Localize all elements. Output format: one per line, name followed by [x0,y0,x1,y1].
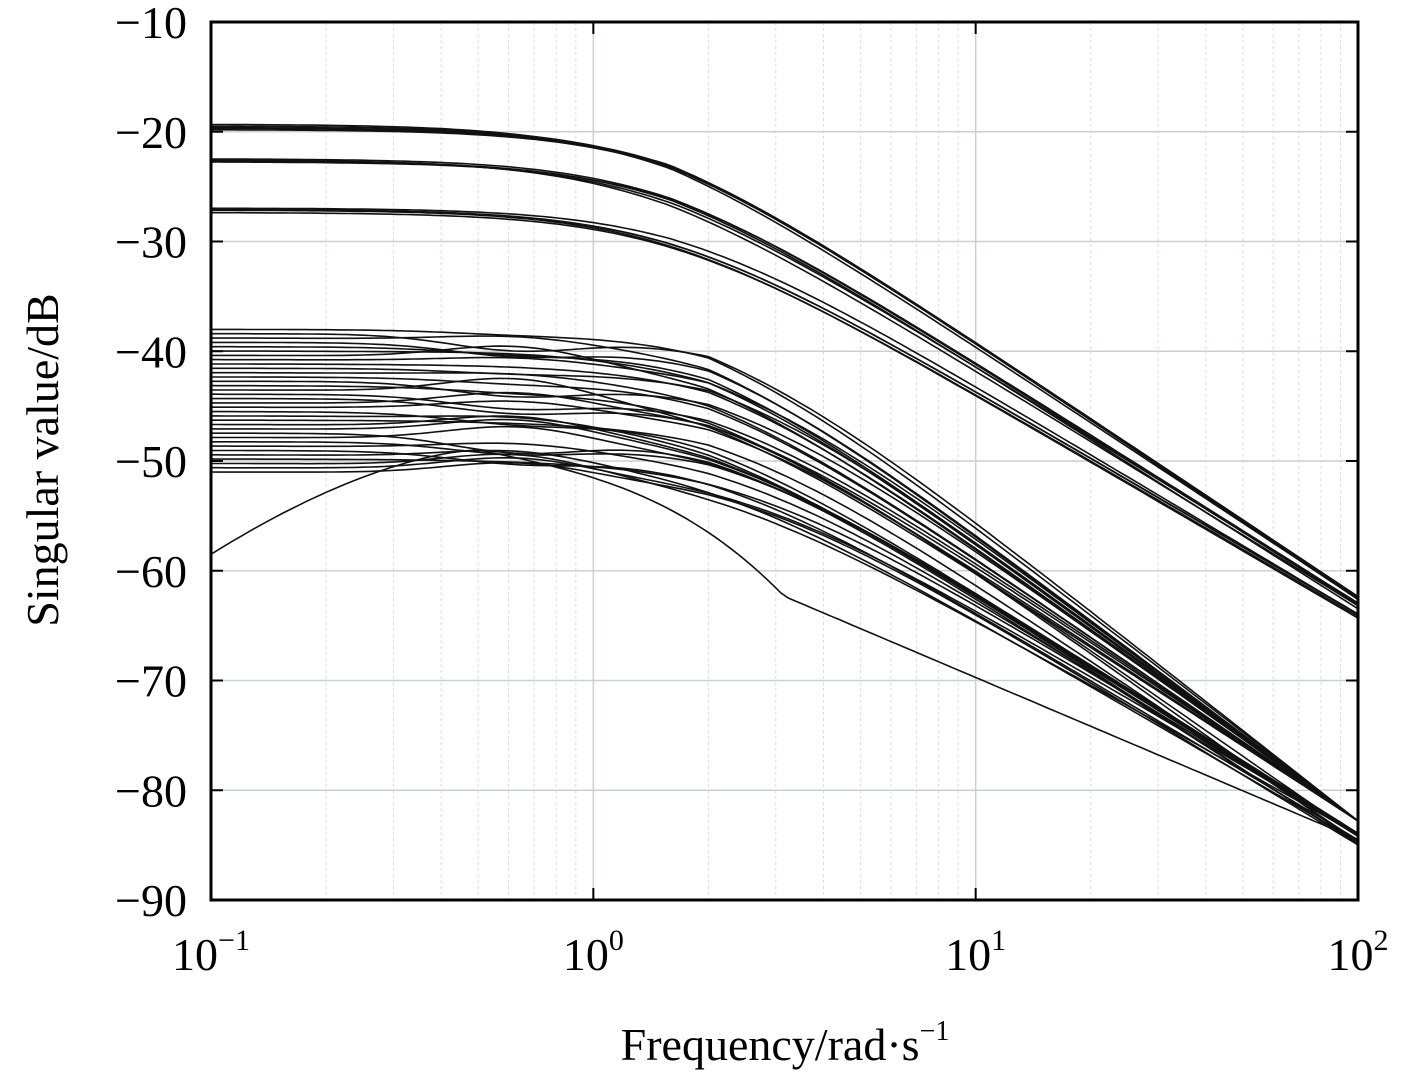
series-line [211,356,1359,822]
series-line [211,211,1359,618]
series-line [211,442,1359,837]
series-line [211,208,1359,615]
series-line [211,453,1359,836]
series-line [211,350,1359,822]
series-line [210,462,1359,846]
series-line [211,457,1359,835]
series-line [211,371,1359,822]
series-line [211,415,1359,837]
x-tick-labels: 10−1 100 101 102 [172,924,1388,980]
series-line [210,449,1359,841]
x-tick-label: 100 [563,924,624,980]
series-line [211,380,1359,822]
y-tick-label: −60 [115,546,187,597]
x-axis-title-superscript: −1 [920,1016,950,1047]
y-tick-label: −30 [115,217,187,268]
y-tick-label: −80 [115,765,187,816]
series-line [211,363,1359,822]
series-line [211,441,1359,846]
curves [210,123,1359,846]
series-line [211,367,1359,822]
series-line [211,341,1359,822]
series-line [211,449,1359,843]
series-line [211,391,1359,845]
x-tick-label: 10−1 [172,924,250,980]
series-line [211,126,1359,598]
y-tick-label: −40 [115,326,187,377]
series-line [211,159,1359,607]
series-line [210,207,1359,616]
x-axis-title: Frequency/rad·s−1 [621,1016,950,1070]
y-tick-labels: −10 −20 −30 −40 −50 −60 −70 −80 −90 [115,0,187,926]
y-tick-label: −20 [115,107,187,158]
series-line [211,393,1359,822]
series-line [211,397,1359,822]
ticks [210,21,1359,901]
series-line [211,158,1359,606]
y-tick-label: −90 [115,875,187,926]
series-line [210,384,1359,822]
x-tick-label: 101 [945,924,1006,980]
y-tick-label: −50 [115,436,187,487]
series-line [211,400,1359,838]
series-line [211,377,1359,822]
series-line [210,418,1359,836]
series-line [211,458,1359,835]
series-line [211,123,1359,600]
y-tick-label: −70 [115,656,187,707]
series-line [211,125,1359,598]
series-line [211,328,1359,822]
x-axis-title-main: Frequency/rad·s [621,1019,920,1070]
y-tick-label: −10 [115,0,187,48]
series-line [211,161,1359,604]
x-tick-label: 102 [1328,924,1389,980]
series-line [211,415,1359,837]
series-line [211,209,1359,616]
series-line [211,376,1359,822]
y-axis-title: Singular value/dB [17,293,68,626]
